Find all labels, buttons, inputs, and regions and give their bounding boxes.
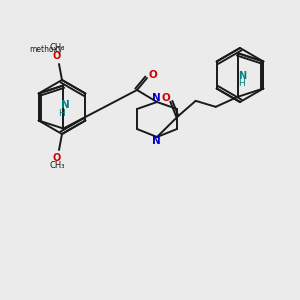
Text: O: O — [162, 93, 171, 103]
Text: H: H — [238, 79, 245, 88]
Text: CH₃: CH₃ — [49, 161, 65, 170]
Text: O: O — [148, 70, 158, 80]
Text: N: N — [152, 136, 160, 146]
Text: H: H — [58, 110, 65, 118]
Text: methoxy: methoxy — [57, 47, 63, 48]
Text: CH₃: CH₃ — [49, 44, 65, 52]
Text: N: N — [238, 71, 246, 81]
Text: O: O — [53, 51, 61, 61]
Text: methoxy: methoxy — [29, 44, 63, 53]
Text: N: N — [61, 100, 70, 110]
Text: N: N — [152, 93, 160, 103]
Text: O: O — [53, 153, 61, 163]
